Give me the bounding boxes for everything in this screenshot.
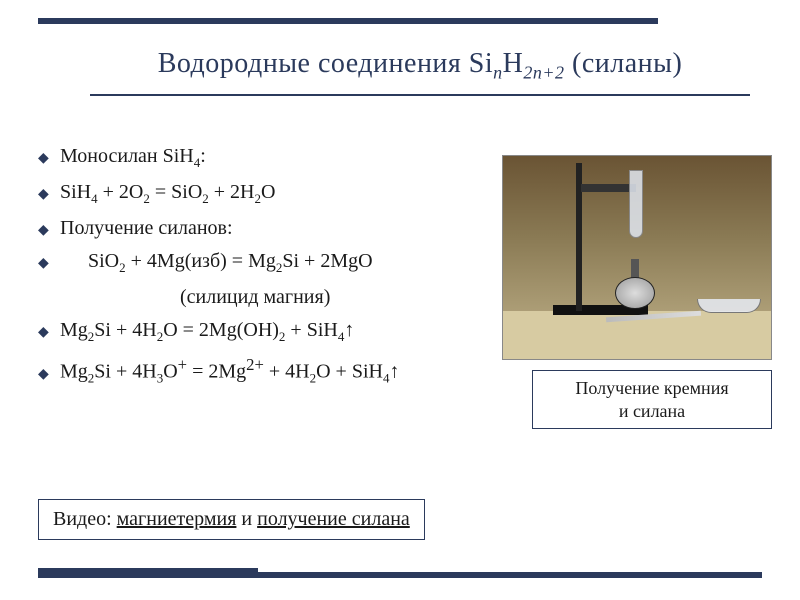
- t: SiO: [88, 250, 119, 272]
- t: ↑: [389, 361, 399, 383]
- t: O = 2Mg(OH): [163, 319, 279, 341]
- title-text-2: H: [503, 48, 524, 79]
- video-links-box: Видео: магниетермия и получение силана: [38, 499, 425, 540]
- t: + 2O: [98, 181, 144, 203]
- t: + 4Mg(изб) = Mg: [126, 250, 276, 272]
- t: (силицид магния): [60, 286, 330, 309]
- t: O: [261, 181, 275, 203]
- bullet-icon: ◆: [38, 147, 60, 167]
- slide-title-block: Водородные соединения SinH2n+2 (силаны): [90, 48, 750, 96]
- t: = SiO: [150, 181, 202, 203]
- t: ↑: [344, 319, 354, 341]
- t: Получение силанов:: [60, 217, 233, 240]
- burner-stem: [631, 259, 639, 279]
- top-accent-bar: [38, 18, 658, 24]
- t: + SiH: [285, 319, 337, 341]
- line-sio2-mg: ◆ SiO2 + 4Mg(изб) = Mg2Si + 2MgO: [38, 250, 488, 276]
- t: O + SiH: [316, 361, 383, 383]
- line-heading-prep: ◆ Получение силанов:: [38, 217, 488, 240]
- caption-line-1: Получение кремния: [575, 378, 728, 398]
- test-tube: [629, 170, 643, 238]
- bullet-icon: ◆: [38, 252, 60, 272]
- bullet-icon: ◆: [38, 219, 60, 239]
- line-monosilane: ◆ Моносилан SiH4:: [38, 145, 488, 171]
- line-combustion: ◆ SiH4 + 2O2 = SiO2 + 2H2O: [38, 181, 488, 207]
- t: Моносилан SiH: [60, 145, 194, 167]
- slide-title: Водородные соединения SinH2n+2 (силаны): [90, 48, 750, 84]
- photo-caption-box: Получение кремния и силана: [532, 370, 772, 429]
- t: Si + 2MgO: [282, 250, 372, 272]
- title-sub-2n2: 2n+2: [523, 63, 564, 83]
- video-mid: и: [236, 508, 257, 530]
- clamp: [581, 184, 636, 192]
- title-underline: [90, 94, 750, 96]
- t: O: [163, 361, 177, 383]
- spacer: [38, 300, 60, 303]
- title-sub-n: n: [493, 63, 503, 83]
- line-hydrolysis-acid: ◆ Mg2Si + 4H3O+ = 2Mg2+ + 4H2O + SiH4↑: [38, 355, 488, 387]
- line-hydrolysis-water: ◆ Mg2Si + 4H2O = 2Mg(OH)2 + SiH4↑: [38, 319, 488, 345]
- apparatus-photo: [502, 155, 772, 360]
- t: :: [200, 145, 206, 167]
- t: = 2Mg: [187, 361, 246, 383]
- t: Mg: [60, 361, 88, 383]
- title-text-3: (силаны): [565, 48, 683, 79]
- t: + 2H: [209, 181, 255, 203]
- footer-accent-bar: [38, 572, 762, 578]
- burner: [615, 277, 655, 309]
- s: +: [178, 355, 187, 374]
- t: SiH: [60, 181, 91, 203]
- bullet-icon: ◆: [38, 183, 60, 203]
- t: Si + 4H: [94, 361, 156, 383]
- video-prefix: Видео:: [53, 508, 117, 530]
- bullet-icon: ◆: [38, 363, 60, 383]
- video-link-silane[interactable]: получение силана: [257, 508, 410, 530]
- content-column: ◆ Моносилан SiH4: ◆ SiH4 + 2O2 = SiO2 + …: [38, 145, 488, 397]
- line-silicide-label: (силицид магния): [38, 286, 488, 309]
- bullet-icon: ◆: [38, 321, 60, 341]
- title-text-1: Водородные соединения Si: [158, 48, 493, 79]
- t: + 4H: [264, 361, 310, 383]
- glass-dish: [697, 299, 761, 313]
- caption-line-2: и силана: [619, 401, 685, 421]
- video-link-magnietermia[interactable]: магниетермия: [117, 508, 237, 530]
- t: Si + 4H: [94, 319, 156, 341]
- s: 2+: [246, 355, 264, 374]
- t: Mg: [60, 319, 88, 341]
